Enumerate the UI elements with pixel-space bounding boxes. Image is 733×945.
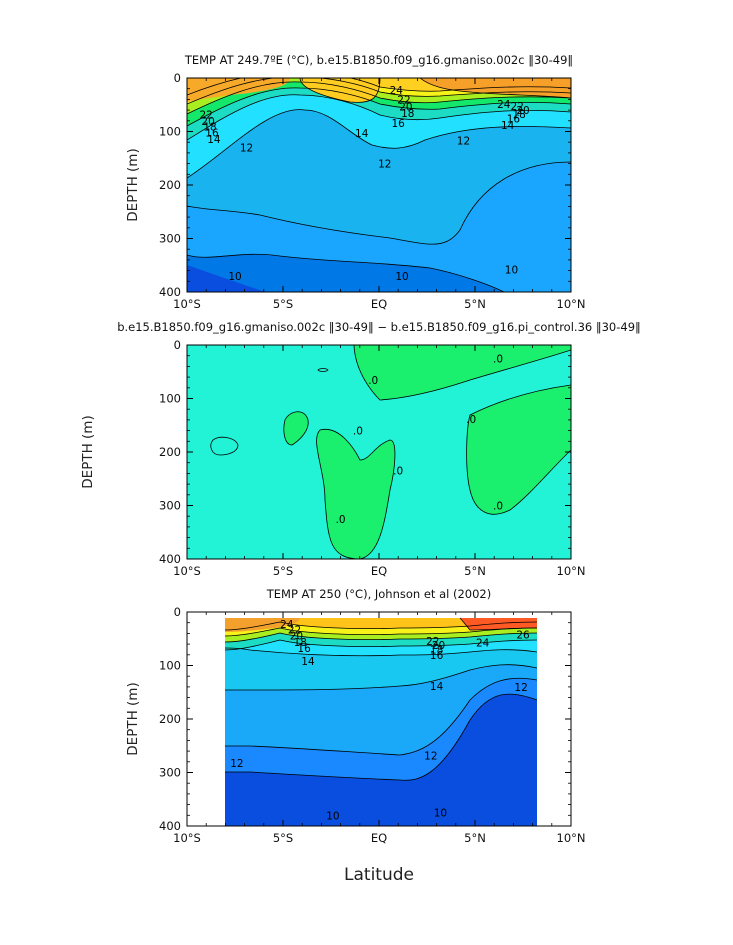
x-tick-label: 5°S [273, 297, 293, 311]
y-tick-label: 300 [159, 232, 181, 246]
contour-label: 14 [501, 120, 515, 132]
y-tick-label: 0 [174, 338, 181, 352]
panel-model-difference: .0 .0 .0 .0 .0 .0 .0 b.e15.B1850.f09_g16.gmani… [80, 320, 641, 578]
contour-label: 16 [507, 114, 521, 126]
contour-label: .0 [493, 353, 503, 365]
contour-label: .0 [368, 375, 378, 387]
contour-label: 20 [516, 105, 529, 117]
contour-label: 24 [390, 85, 404, 97]
y-axis-title: DEPTH (m) [125, 682, 141, 755]
x-tick-label: 5°N [464, 297, 486, 311]
contour-label: .0 [336, 514, 346, 526]
contour-label: 22 [200, 109, 213, 121]
y-tick-label: 0 [174, 605, 181, 619]
contour-label: 12 [424, 750, 437, 762]
contour-label: 18 [430, 644, 443, 656]
contour-label: .0 [353, 426, 363, 438]
x-tick-label: 5°S [273, 831, 293, 845]
contour-label: 20 [290, 631, 303, 643]
contour-label: 20 [432, 640, 445, 652]
x-tick-label: 10°N [557, 564, 586, 578]
y-tick-label: 400 [159, 819, 181, 833]
contour-label: 10 [434, 808, 447, 820]
x-tick-label: 5°S [273, 564, 293, 578]
contour-label: 24 [476, 637, 490, 649]
panel-title: b.e15.B1850.f09_g16.gmaniso.002c ‖30-49‖… [117, 320, 641, 334]
y-tick-label: 200 [159, 178, 181, 192]
y-tick-label: 400 [159, 285, 181, 299]
contour-label: 18 [401, 108, 414, 120]
x-tick-label: 5°N [464, 564, 486, 578]
x-tick-label: 10°N [557, 297, 586, 311]
y-tick-label: 200 [159, 712, 181, 726]
contour-label: 20 [201, 116, 214, 128]
contour-label: 14 [207, 134, 221, 146]
x-tick-label: 10°S [173, 297, 201, 311]
contour-label: 10 [228, 271, 241, 283]
contour-label: 12 [514, 682, 527, 694]
contour-label: 16 [430, 650, 444, 662]
contour-label: 22 [426, 636, 439, 648]
contour-label: 18 [203, 122, 216, 134]
contour-label: .0 [393, 466, 403, 478]
contour-label: 12 [457, 136, 470, 148]
contour-label: 20 [399, 101, 412, 113]
y-axis-title: DEPTH (m) [80, 415, 96, 488]
contour-label: 12 [378, 159, 391, 171]
y-tick-label: 0 [174, 71, 181, 85]
contour-label: 22 [288, 625, 301, 637]
panel-model-temperature-field [187, 78, 571, 292]
x-tick-label: EQ [371, 297, 387, 311]
y-tick-label: 200 [159, 445, 181, 459]
contour-label: .0 [493, 501, 503, 513]
contour-label: 24 [497, 99, 511, 111]
contour-label: 22 [511, 101, 524, 113]
x-tick-label: 10°S [173, 564, 201, 578]
y-axis-title: DEPTH (m) [125, 148, 141, 221]
contour-label: 22 [397, 94, 410, 106]
y-tick-label: 100 [159, 125, 181, 139]
x-axis-title: Latitude [344, 865, 414, 885]
contour-label: 18 [294, 637, 307, 649]
y-tick-label: 300 [159, 766, 181, 780]
contour-label: 14 [301, 656, 315, 668]
x-tick-label: 5°N [464, 831, 486, 845]
contour-label: 24 [280, 619, 294, 631]
contour-label: 10 [505, 265, 518, 277]
contour-label: 12 [230, 758, 243, 770]
x-tick-label: 10°N [557, 831, 586, 845]
contour-label: 16 [392, 118, 406, 130]
contour-label: 26 [516, 629, 530, 641]
panel-title: TEMP AT 249.7ºE (°C), b.e15.B1850.f09_g1… [184, 53, 573, 67]
panel-title: TEMP AT 250 (°C), Johnson et al (2002) [266, 587, 491, 601]
contour-label: 16 [297, 643, 311, 655]
contour-label: 10 [326, 810, 339, 822]
y-tick-label: 100 [159, 659, 181, 673]
contour-label: 14 [430, 681, 444, 693]
panel-observed-temperature-field [224, 617, 538, 826]
contour-label: 18 [512, 109, 525, 121]
contour-label: 10 [395, 271, 408, 283]
panel-model-difference-field [187, 345, 571, 559]
x-tick-label: EQ [371, 564, 387, 578]
contour-label: 14 [355, 128, 369, 140]
contour-label: .0 [466, 414, 476, 426]
y-tick-label: 100 [159, 392, 181, 406]
x-tick-label: EQ [371, 831, 387, 845]
x-tick-label: 10°S [173, 831, 201, 845]
contour-label: 12 [240, 143, 253, 155]
contour-label: 16 [205, 128, 219, 140]
y-tick-label: 300 [159, 499, 181, 513]
y-tick-label: 400 [159, 552, 181, 566]
